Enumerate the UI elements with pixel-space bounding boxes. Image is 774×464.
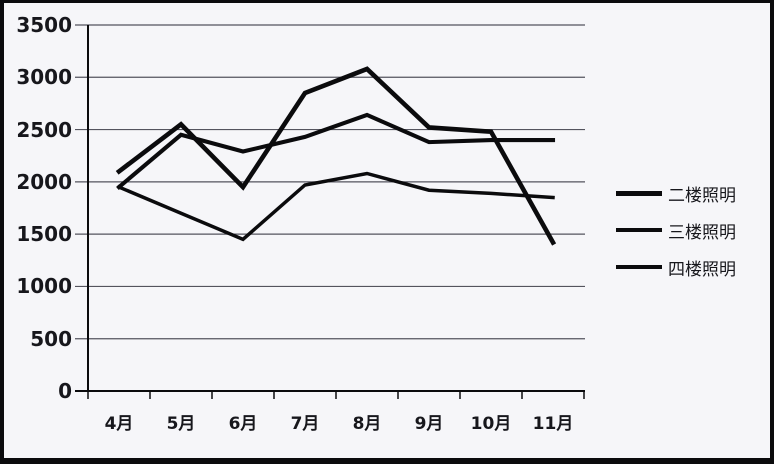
y-tick-label: 1000	[16, 274, 72, 299]
legend-item: 三楼照明	[616, 218, 736, 243]
legend-label: 二楼照明	[668, 185, 736, 206]
series-line-2	[116, 112, 556, 190]
frame-border-left	[0, 0, 4, 464]
frame-border-top	[0, 0, 774, 3]
legend-line-sample-icon	[616, 265, 662, 269]
frame-border-bottom	[0, 458, 774, 464]
y-tick-label: 2500	[16, 117, 72, 142]
legend-label: 四楼照明	[668, 259, 736, 280]
legend-line-sample-icon	[616, 227, 662, 233]
x-tick-label: 7月	[290, 414, 320, 434]
y-tick-label: 3000	[16, 65, 72, 90]
x-tick-label: 4月	[104, 414, 134, 434]
frame-border-right	[770, 0, 774, 464]
legend-item: 四楼照明	[616, 255, 736, 280]
y-tick-label: 0	[58, 379, 72, 403]
series-line-1	[115, 66, 557, 246]
legend-label: 三楼照明	[668, 222, 736, 243]
x-tick-label: 5月	[166, 414, 196, 434]
x-tick-label: 9月	[414, 414, 444, 434]
x-tick-label: 6月	[228, 414, 258, 434]
x-tick-label: 11月	[532, 414, 574, 434]
x-tick-label: 8月	[352, 414, 382, 434]
legend-line-sample-icon	[616, 190, 662, 196]
y-tick-label: 1500	[16, 222, 72, 247]
series-line-3	[116, 171, 555, 242]
legend-item: 二楼照明	[616, 181, 736, 206]
x-tick-label: 10月	[470, 414, 512, 434]
y-tick-label: 500	[30, 326, 72, 351]
y-tick-label: 2000	[16, 169, 72, 194]
y-tick-label: 3500	[16, 13, 72, 37]
